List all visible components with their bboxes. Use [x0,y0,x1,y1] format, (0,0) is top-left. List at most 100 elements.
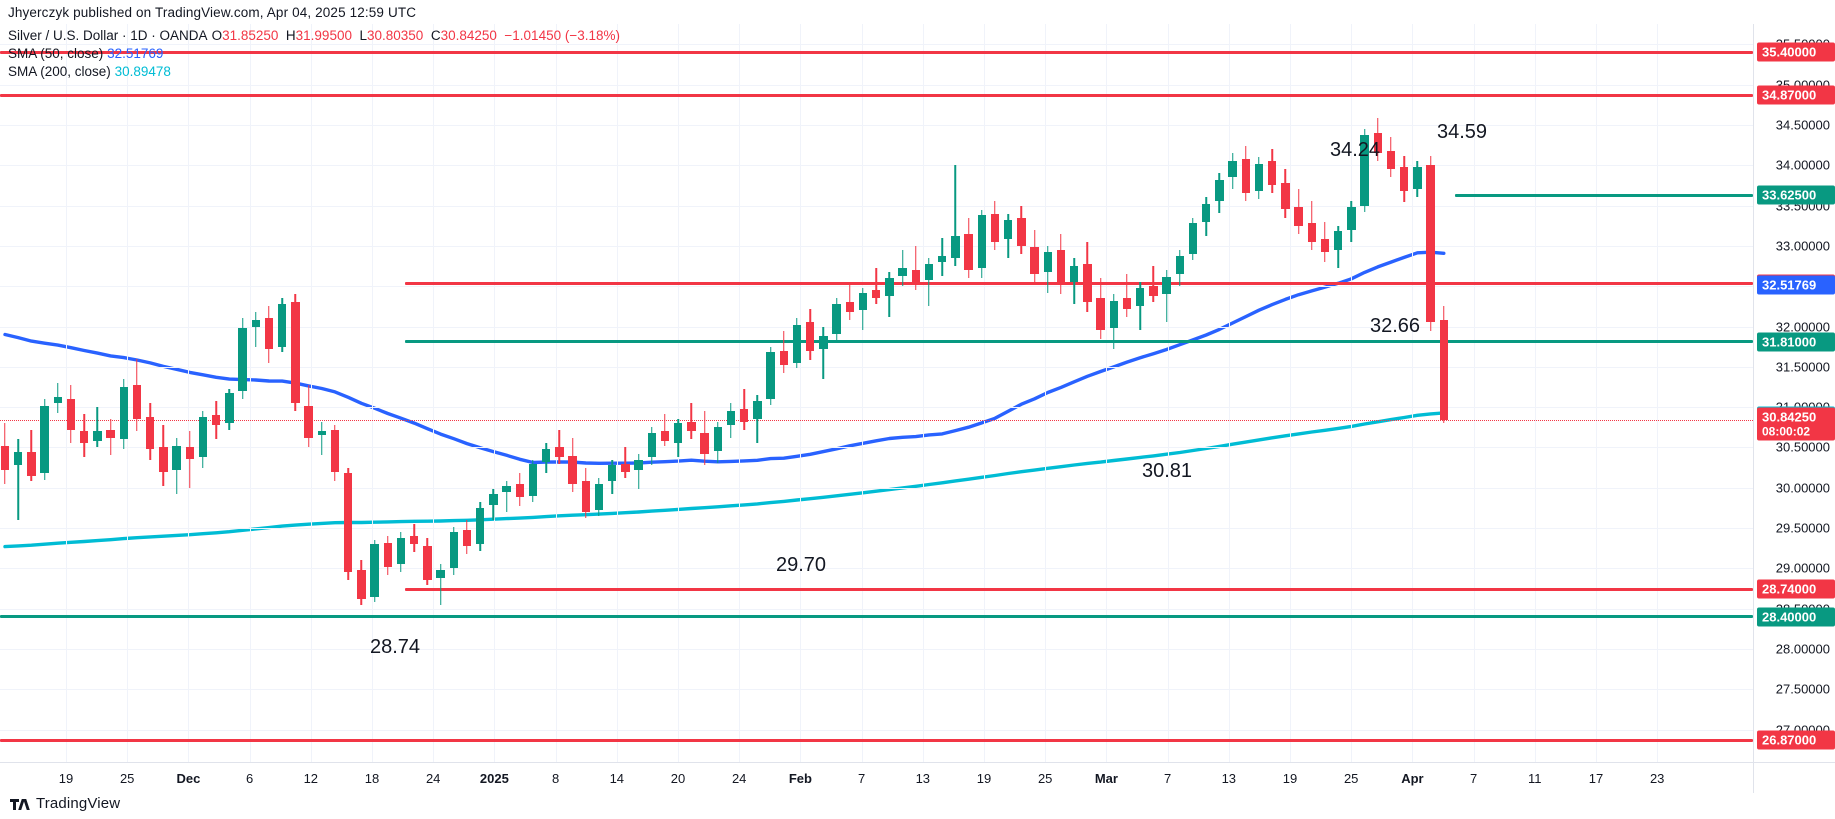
legend-sma200-row[interactable]: SMA (200, close) 30.89478 [8,64,620,80]
candlestick[interactable] [1320,24,1330,762]
candlestick[interactable] [1202,24,1211,762]
candlestick[interactable] [726,24,736,762]
candlestick[interactable] [872,24,881,762]
candlestick[interactable] [1307,24,1316,762]
candlestick[interactable] [515,24,524,762]
candlestick[interactable] [911,24,920,762]
candlestick[interactable] [806,24,815,762]
candlestick[interactable] [1294,24,1303,762]
candlestick[interactable] [1096,24,1105,762]
legend-sma50-row[interactable]: SMA (50, close) 32.51769 [8,46,620,62]
candlestick[interactable] [1373,24,1382,762]
candlestick[interactable] [594,24,604,762]
sma200-line[interactable] [3,411,1446,549]
candlestick[interactable] [1017,24,1026,762]
candlestick[interactable] [1228,24,1237,762]
candlestick[interactable] [674,24,683,762]
candlestick[interactable] [476,24,485,762]
candlestick[interactable] [106,24,115,762]
candlestick[interactable] [1360,24,1369,762]
candlestick[interactable] [1056,24,1066,762]
price-level-line[interactable] [0,50,1753,54]
candlestick[interactable] [449,24,458,762]
price-level-line[interactable] [405,340,1753,344]
candlestick[interactable] [278,24,287,762]
candlestick[interactable] [423,24,432,762]
candlestick[interactable] [132,24,142,762]
candlestick[interactable] [766,24,775,762]
candlestick[interactable] [660,24,670,762]
candlestick[interactable] [225,24,234,762]
candlestick[interactable] [647,24,656,762]
price-axis-pill[interactable]: 34.87000 [1757,85,1835,105]
candlestick[interactable] [581,24,590,762]
price-level-line[interactable] [405,282,1753,286]
candlestick[interactable] [898,24,907,762]
price-axis-pill[interactable]: 26.87000 [1757,730,1835,750]
candlestick[interactable] [53,24,62,762]
candlestick[interactable] [1439,24,1448,762]
candlestick[interactable] [264,24,274,762]
price-axis-pill[interactable]: 28.74000 [1757,579,1835,599]
candlestick[interactable] [502,24,511,762]
candlestick[interactable] [1083,24,1092,762]
candlestick[interactable] [93,24,102,762]
price-axis-pill[interactable]: 35.40000 [1757,42,1835,62]
candlestick[interactable] [159,24,168,762]
chart-plot-area[interactable]: 34.24 34.59 32.66 30.81 29.70 28.74 [0,24,1753,762]
price-level-line[interactable] [0,615,1753,619]
candlestick[interactable] [938,24,947,762]
candlestick[interactable] [1254,24,1264,762]
candlestick[interactable] [0,24,10,762]
candlestick[interactable] [1347,24,1356,762]
candlestick[interactable] [1281,24,1290,762]
candlestick[interactable] [462,24,472,762]
candlestick[interactable] [317,24,326,762]
candlestick[interactable] [383,24,392,762]
candlestick[interactable] [14,24,23,762]
legend-interval[interactable]: 1D [130,28,148,43]
candlestick[interactable] [304,24,313,762]
candlestick[interactable] [713,24,722,762]
candlestick[interactable] [1268,24,1277,762]
price-axis-pill[interactable]: 31.81000 [1757,332,1835,352]
candlestick[interactable] [700,24,709,762]
time-axis[interactable]: 19 25 Dec 6 12 18 24 2025 8 14 20 24 Feb 7 13 19 25 Mar 7 1… [0,762,1753,793]
candlestick[interactable] [792,24,802,762]
candlestick[interactable] [370,24,379,762]
candlestick[interactable] [119,24,128,762]
candlestick[interactable] [1241,24,1250,762]
candlestick[interactable] [1043,24,1052,762]
candlestick[interactable] [146,24,155,762]
candlestick[interactable] [357,24,366,762]
price-axis-pill[interactable]: 33.62500 [1757,185,1835,205]
candlestick[interactable] [1122,24,1132,762]
candlestick[interactable] [1030,24,1039,762]
candlestick[interactable] [251,24,260,762]
candlestick[interactable] [977,24,986,762]
candlestick[interactable] [185,24,194,762]
candlestick[interactable] [1188,24,1198,762]
candlestick[interactable] [396,24,406,762]
candlestick[interactable] [964,24,973,762]
candlestick[interactable] [1162,24,1171,762]
candlestick[interactable] [344,24,353,762]
candlestick[interactable] [238,24,247,762]
candlestick[interactable] [951,24,960,762]
candlestick[interactable] [568,24,577,762]
candlestick[interactable] [528,24,538,762]
legend-symbol[interactable]: Silver / U.S. Dollar [8,28,119,43]
candlestick[interactable] [832,24,841,762]
candlestick[interactable] [27,24,36,762]
candlestick[interactable] [555,24,564,762]
candlestick[interactable] [753,24,762,762]
candlestick[interactable] [410,24,419,762]
candlestick[interactable] [80,24,89,762]
price-level-line[interactable] [0,93,1753,97]
candlestick[interactable] [634,24,643,762]
candlestick[interactable] [1175,24,1184,762]
candlestick[interactable] [1004,24,1013,762]
candlestick[interactable] [990,24,1000,762]
candlestick[interactable] [66,24,76,762]
price-axis-pill[interactable]: 32.51769 [1757,275,1835,295]
